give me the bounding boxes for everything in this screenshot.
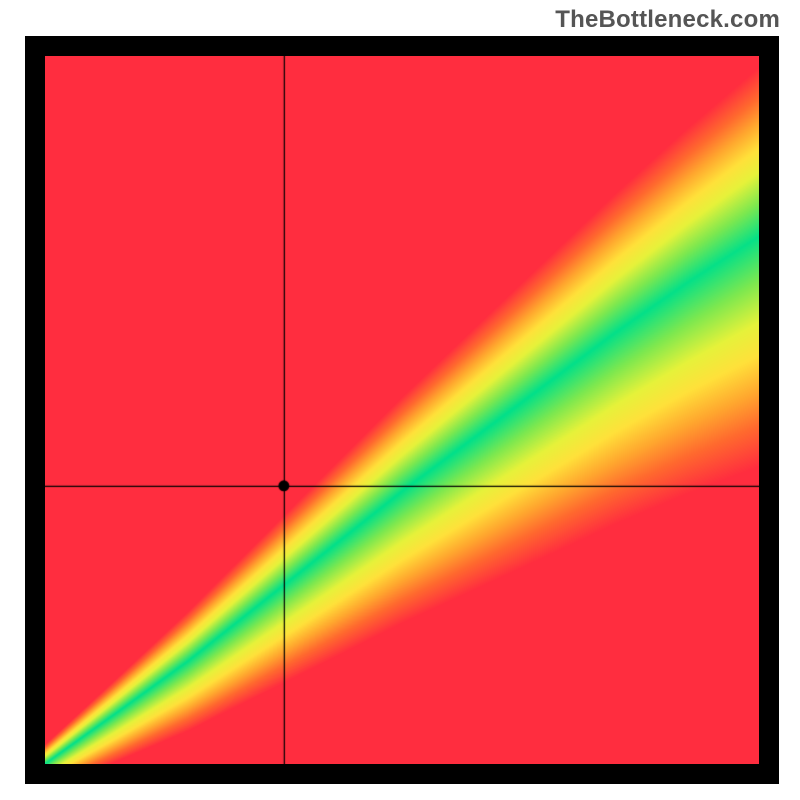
heatmap-canvas [45,56,759,764]
heatmap-plot [25,36,779,784]
chart-container: TheBottleneck.com [0,0,800,800]
watermark-text: TheBottleneck.com [555,6,780,34]
